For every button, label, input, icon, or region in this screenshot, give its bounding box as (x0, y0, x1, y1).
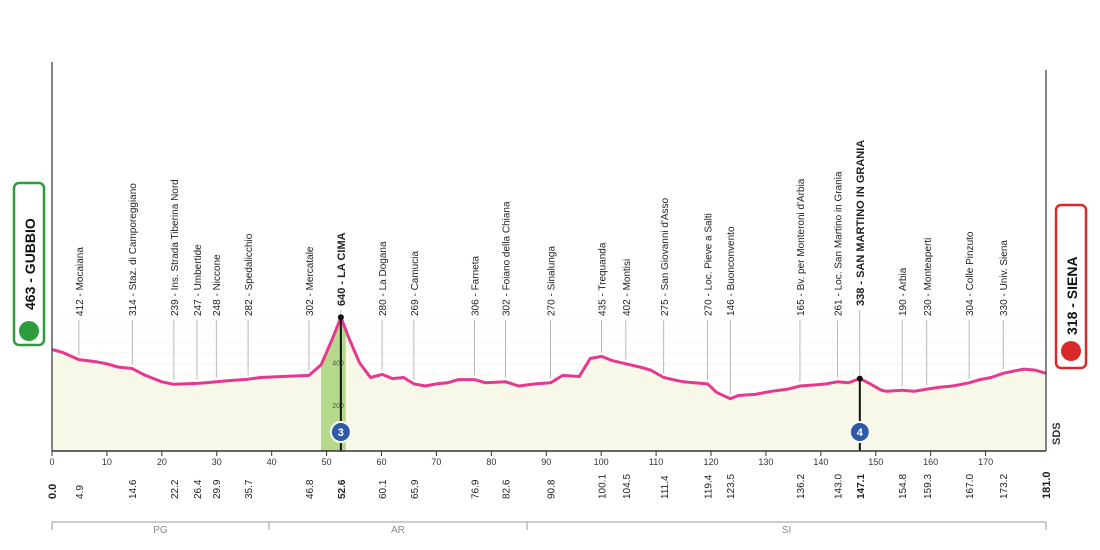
climb-scale-label: 200 (332, 403, 344, 410)
waypoint-label: 165 - Bv. per Monteroni d'Arbia (796, 178, 807, 316)
waypoint-label: 304 - Colle Pinzuto (965, 231, 976, 316)
waypoint-km-label: 167.0 (965, 474, 976, 499)
x-tick-label: 60 (376, 457, 386, 467)
climb-category-marker-2 (848, 421, 871, 443)
region-label: SI (782, 525, 791, 536)
x-tick-label: 170 (978, 457, 993, 467)
waypoint-km-label: 35.7 (244, 479, 255, 499)
waypoint-label: 435 - Trequanda (598, 242, 609, 316)
waypoint-km-label: 76.9 (470, 479, 481, 499)
x-tick-label: 50 (322, 457, 332, 467)
waypoint-km-label: 4.9 (75, 485, 86, 499)
waypoint-km-label: 123.5 (726, 474, 737, 499)
waypoint-km-label: 60.1 (378, 479, 389, 499)
waypoint-km-label: 14.6 (128, 479, 139, 499)
climb-scale-label: 400 (332, 361, 344, 368)
waypoint-km-label: 147.1 (856, 474, 867, 499)
x-tick-label: 90 (541, 457, 551, 467)
summit-dot (337, 314, 344, 321)
x-tick-label: 160 (923, 457, 938, 467)
waypoint-km-label: 26.4 (193, 479, 204, 499)
finish-km-label: 181.0 (1041, 471, 1053, 499)
x-tick-label: 100 (594, 457, 609, 467)
waypoint-km-label: 90.8 (547, 479, 558, 499)
x-tick-label: 10 (102, 457, 112, 467)
waypoint-km-label: 154.8 (898, 474, 909, 499)
waypoint-km-label: 104.5 (622, 474, 633, 499)
region-bar: PG AR SI (51, 521, 1047, 536)
waypoint-km-label: 136.2 (796, 474, 807, 499)
waypoint-km-label: 119.4 (704, 474, 715, 499)
waypoint-label: 248 - Niccone (212, 254, 223, 316)
summit-dot (856, 375, 863, 382)
waypoint-label: 302 - Foiano della Chiana (502, 201, 513, 316)
waypoint-label: 640 - LA CIMA (336, 232, 348, 306)
waypoint-label: 330 - Univ. Siena (999, 240, 1010, 316)
waypoint-label: 239 - Ins. Strada Tiberina Nord (170, 179, 181, 316)
waypoint-label: 280 - La Dogana (378, 241, 389, 316)
waypoint-label: 412 - Mocaiana (75, 247, 86, 316)
waypoint-label: 306 - Farneta (470, 256, 481, 316)
waypoint-label: 270 - Sinalunga (547, 246, 558, 316)
start-finish-badges: 463 - GUBBIO 318 - SIENA (12, 181, 1088, 370)
sds-label: SDS (1051, 422, 1063, 445)
climb-category-marker-1 (329, 421, 352, 443)
waypoint-km-label: 111.4 (660, 475, 671, 499)
axis-layer: 0 10 20 30 40 50 60 70 80 90 100 110 120 130 140 150 160… (49, 62, 1063, 467)
x-tick-label: 80 (486, 457, 496, 467)
waypoint-label: 402 - Montisi (622, 259, 633, 316)
x-tick-label: 30 (212, 457, 222, 467)
waypoint-km-label: 52.6 (337, 479, 348, 499)
climb-category-number: 4 (857, 427, 864, 439)
x-tick-label: 40 (267, 457, 277, 467)
x-tick-label: 0 (49, 457, 54, 467)
waypoint-km-label: 22.2 (170, 479, 181, 499)
x-tick-label: 150 (868, 457, 883, 467)
region-label: PG (153, 525, 168, 536)
waypoint-label: 269 - Camucia (410, 251, 421, 316)
waypoint-label: 282 - Spedalicchio (244, 233, 255, 316)
waypoint-label: 270 - Loc. Pieve a Salti (704, 213, 715, 316)
waypoint-km-label: 46.8 (305, 479, 316, 499)
waypoint-label: 261 - Loc. San Martino in Grania (833, 171, 844, 316)
finish-cyclist-icon (1061, 341, 1081, 361)
x-tick-label: 20 (157, 457, 167, 467)
region-label: AR (391, 525, 405, 536)
waypoint-label: 230 - Monteaperti (923, 238, 934, 316)
x-tick-label: 120 (703, 457, 718, 467)
x-tick-label: 130 (758, 457, 773, 467)
finish-label: 318 - SIENA (1064, 256, 1080, 335)
waypoint-label: 190 - Arbia (898, 267, 909, 316)
finish-badge (1054, 203, 1088, 370)
waypoint-km-label: 143.0 (833, 474, 844, 499)
profile-area-layer: 400 200 3 4 (51, 314, 1047, 451)
waypoint-labels-layer: 412 - Mocaiana 4.9 314 - Staz. di Camporeg… (47, 140, 1053, 499)
waypoint-label: 314 - Staz. di Camporeggiano (128, 183, 139, 316)
waypoint-km-label: 100.1 (598, 474, 609, 499)
waypoint-label: 275 - San Giovanni d'Asso (660, 197, 671, 316)
x-tick-label: 70 (431, 457, 441, 467)
waypoint-km-label: 82.6 (502, 479, 513, 499)
waypoint-km-label: 65.9 (410, 479, 421, 499)
waypoint-label: 247 - Umbertide (193, 244, 204, 316)
waypoint-label: 146 - Buonconvento (726, 226, 737, 316)
start-badge (12, 181, 46, 347)
profile-line (51, 315, 1047, 401)
waypoint-label: 338 - SAN MARTINO IN GRANIA (855, 140, 867, 306)
waypoint-label: 302 - Mercatale (305, 246, 316, 316)
waypoint-km-label: 29.9 (212, 479, 223, 499)
start-label: 463 - GUBBIO (22, 218, 38, 310)
x-tick-label: 110 (649, 457, 663, 467)
start-km-label: 0.0 (47, 484, 59, 499)
waypoint-km-label: 173.2 (999, 474, 1010, 499)
start-cyclist-icon (19, 321, 39, 341)
x-tick-label: 140 (813, 457, 828, 467)
climb-category-number: 3 (338, 427, 344, 439)
waypoint-km-label: 159.3 (923, 474, 934, 499)
